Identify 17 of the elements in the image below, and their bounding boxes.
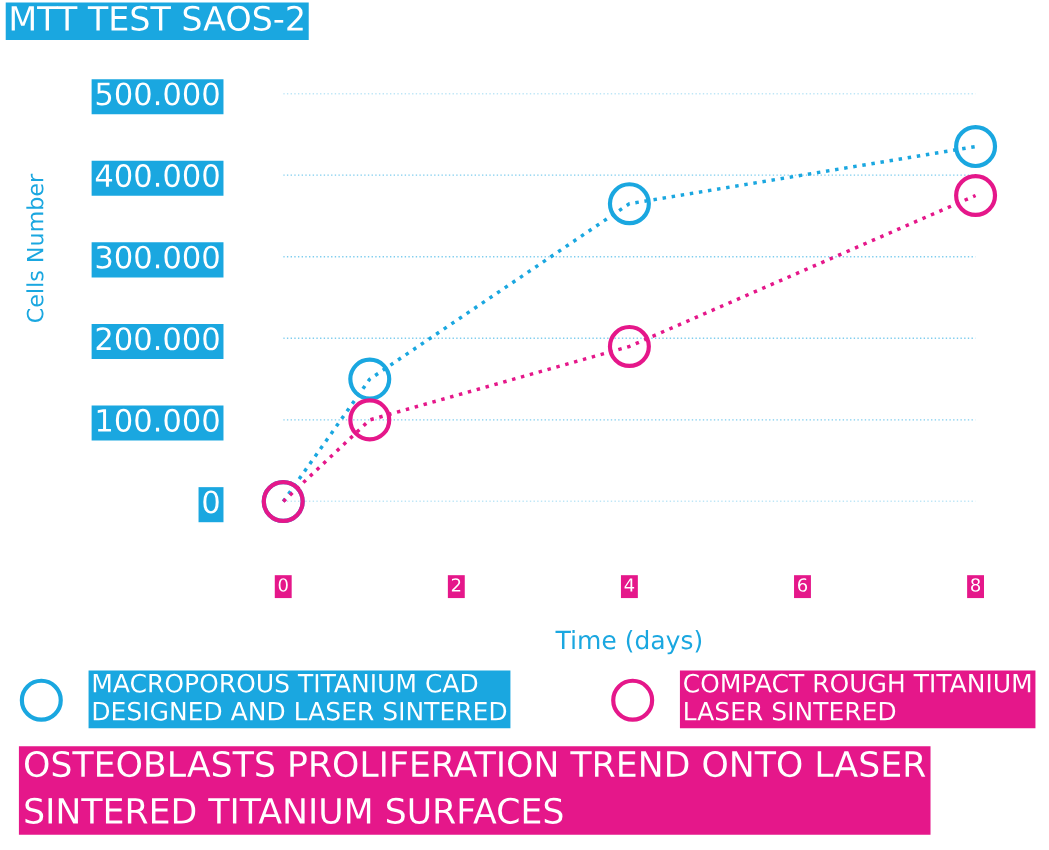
- y-tick-label: 100.000: [97, 408, 219, 432]
- x-axis-title: Time (days): [555, 630, 702, 655]
- x-tick-label: 4: [624, 578, 635, 592]
- text: OSTEOBLASTS PROLIFERATION TREND ONTO LASER SINTERED TITANIUM SURFACES: [25, 750, 926, 824]
- x-tick-label: 8: [971, 578, 981, 592]
- y-tick-label: 400.000: [95, 164, 219, 188]
- x-tick-label: 6: [798, 578, 808, 592]
- y-tick-label: 200.000: [96, 327, 219, 351]
- y-tick-label: 0: [203, 490, 219, 514]
- x-tick-label: 0: [278, 578, 288, 592]
- y-tick-label: 500.000: [96, 82, 219, 106]
- y-tick-label: 300.000: [96, 245, 219, 269]
- chart-title: MTT TEST SAOS-2: [11, 5, 303, 31]
- legend-label: MACROPOROUS TITANIUM CAD DESIGNED AND LASER SINTERED: [93, 673, 507, 721]
- x-tick-label: 2: [451, 578, 461, 592]
- y-axis-title: Cells Number: [26, 173, 44, 323]
- legend-label: COMPACT ROUGH TITANIUM LASER SINTERED: [684, 673, 1031, 721]
